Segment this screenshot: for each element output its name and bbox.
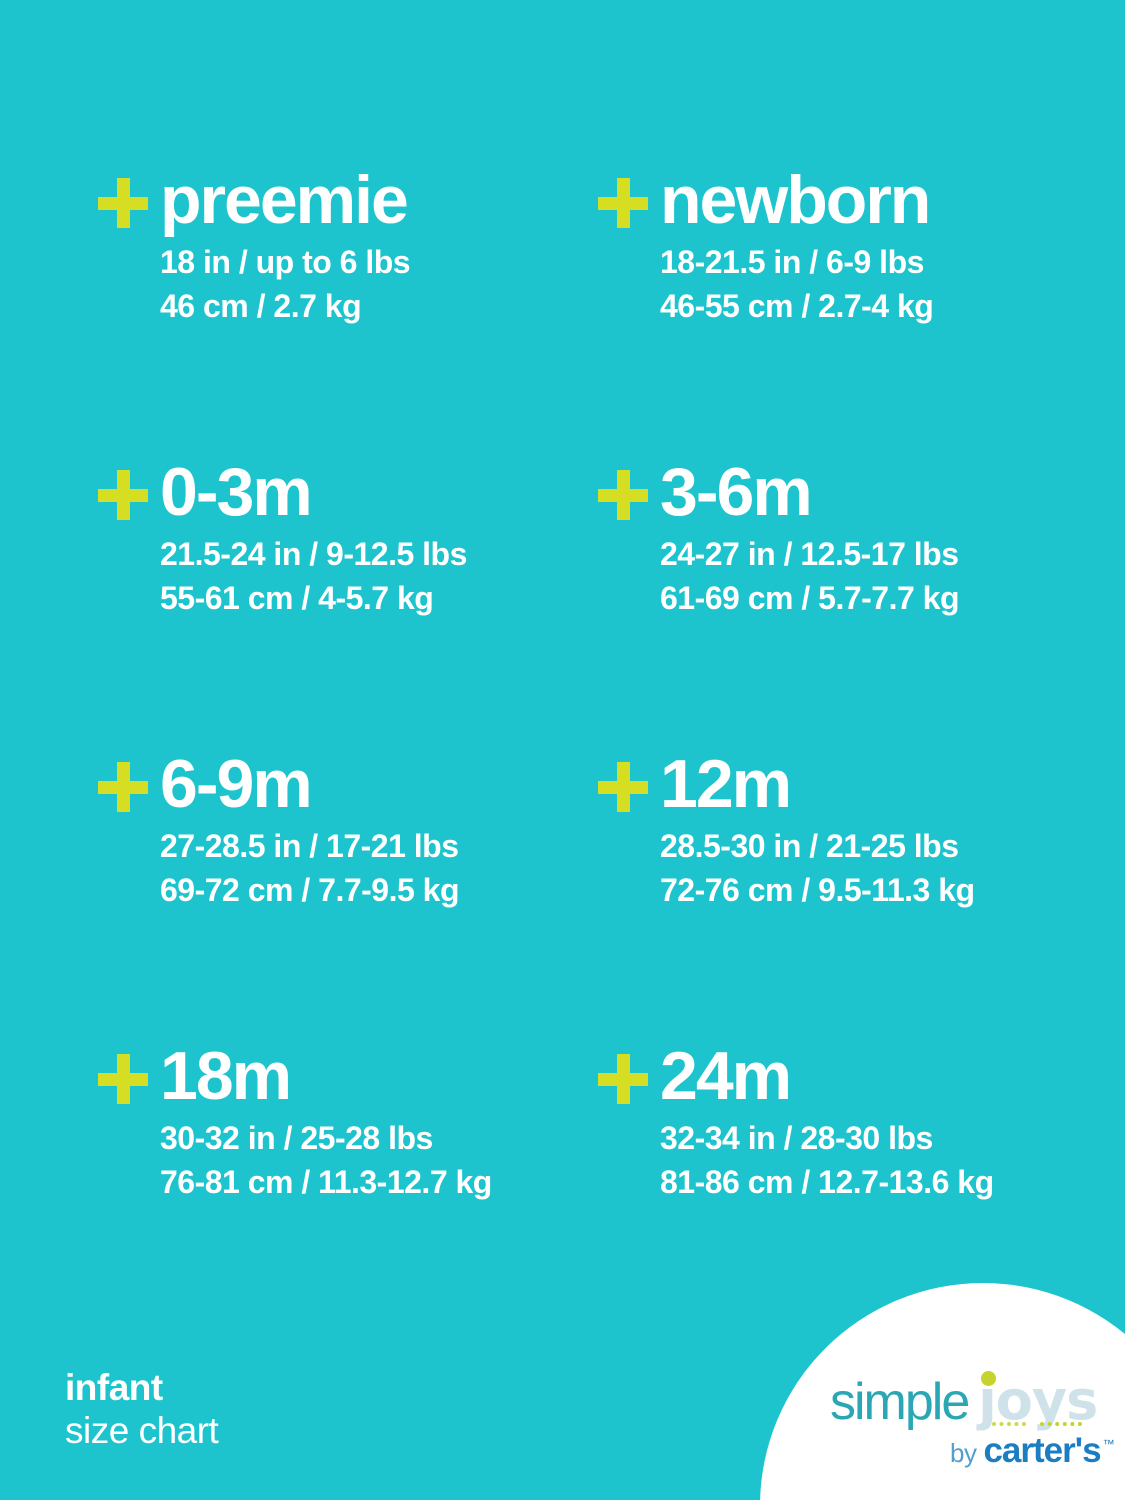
size-label: 12m <box>660 746 792 822</box>
size-detail-metric: 72-76 cm / 9.5-11.3 kg <box>660 872 975 908</box>
size-detail-imperial: 28.5-30 in / 21-25 lbs <box>660 828 959 864</box>
size-label: 6-9m <box>160 746 313 822</box>
size-entry-text: preemie 18 in / up to 6 lbs 46 cm / 2.7 … <box>160 162 411 328</box>
logo-word-carters: carter's <box>983 1431 1101 1470</box>
logo-word-joys-wrap: ȷoys <box>978 1369 1098 1432</box>
brand-logo-wordmark: simple ȷoys <box>830 1369 1098 1432</box>
size-entry-text: 18m 30-32 in / 25-28 lbs 76-81 cm / 11.3… <box>160 1038 492 1204</box>
plus-icon <box>98 1054 148 1104</box>
plus-icon <box>598 1054 648 1104</box>
size-entry-text: 12m 28.5-30 in / 21-25 lbs 72-76 cm / 9.… <box>660 746 975 912</box>
chart-title-line1: infant <box>65 1367 163 1408</box>
trademark-symbol: ™ <box>1102 1437 1115 1451</box>
size-entry-text: 6-9m 27-28.5 in / 17-21 lbs 69-72 cm / 7… <box>160 746 460 912</box>
size-label: 18m <box>160 1038 292 1114</box>
logo-word-joys: ȷoys <box>978 1369 1098 1432</box>
size-entry-3-6m: 3-6m 24-27 in / 12.5-17 lbs 61-69 cm / 5… <box>598 454 1125 752</box>
size-entry-12m: 12m 28.5-30 in / 21-25 lbs 72-76 cm / 9.… <box>598 746 1125 1044</box>
j-dot-icon <box>981 1371 997 1386</box>
size-grid: preemie 18 in / up to 6 lbs 46 cm / 2.7 … <box>98 162 1125 1336</box>
plus-icon <box>98 470 148 520</box>
plus-icon <box>98 762 148 812</box>
size-entry-18m: 18m 30-32 in / 25-28 lbs 76-81 cm / 11.3… <box>98 1038 598 1336</box>
size-label: 24m <box>660 1038 792 1114</box>
size-label: newborn <box>660 162 931 238</box>
logo-word-simple: simple <box>830 1373 970 1431</box>
size-detail-metric: 46 cm / 2.7 kg <box>160 288 362 324</box>
plus-icon <box>98 178 148 228</box>
size-detail-metric: 81-86 cm / 12.7-13.6 kg <box>660 1164 994 1200</box>
size-detail-metric: 46-55 cm / 2.7-4 kg <box>660 288 934 324</box>
size-detail-imperial: 27-28.5 in / 17-21 lbs <box>160 828 459 864</box>
size-detail-imperial: 21.5-24 in / 9-12.5 lbs <box>160 536 467 572</box>
size-detail-imperial: 18 in / up to 6 lbs <box>160 244 411 280</box>
size-label: 0-3m <box>160 454 313 530</box>
size-label: 3-6m <box>660 454 813 530</box>
size-detail-metric: 55-61 cm / 4-5.7 kg <box>160 580 434 616</box>
size-entry-text: 24m 32-34 in / 28-30 lbs 81-86 cm / 12.7… <box>660 1038 994 1204</box>
size-entry-6-9m: 6-9m 27-28.5 in / 17-21 lbs 69-72 cm / 7… <box>98 746 598 1044</box>
size-entry-24m: 24m 32-34 in / 28-30 lbs 81-86 cm / 12.7… <box>598 1038 1125 1336</box>
size-entry-text: newborn 18-21.5 in / 6-9 lbs 46-55 cm / … <box>660 162 934 328</box>
dotted-underline-icon <box>1040 1422 1083 1426</box>
size-detail-imperial: 32-34 in / 28-30 lbs <box>660 1120 933 1156</box>
size-detail-metric: 69-72 cm / 7.7-9.5 kg <box>160 872 460 908</box>
size-entry-0-3m: 0-3m 21.5-24 in / 9-12.5 lbs 55-61 cm / … <box>98 454 598 752</box>
size-entry-preemie: preemie 18 in / up to 6 lbs 46 cm / 2.7 … <box>98 162 598 460</box>
size-detail-imperial: 30-32 in / 25-28 lbs <box>160 1120 433 1156</box>
logo-word-by: by <box>950 1438 977 1468</box>
size-detail-imperial: 18-21.5 in / 6-9 lbs <box>660 244 924 280</box>
plus-icon <box>598 762 648 812</box>
size-detail-metric: 61-69 cm / 5.7-7.7 kg <box>660 580 960 616</box>
dotted-underline-icon <box>992 1422 1027 1426</box>
size-entry-newborn: newborn 18-21.5 in / 6-9 lbs 46-55 cm / … <box>598 162 1125 460</box>
chart-title-line2: size chart <box>65 1410 219 1451</box>
plus-icon <box>598 178 648 228</box>
brand-logo-byline: by carter's ™ <box>950 1431 1115 1471</box>
size-entry-text: 3-6m 24-27 in / 12.5-17 lbs 61-69 cm / 5… <box>660 454 960 620</box>
size-label: preemie <box>160 162 409 238</box>
plus-icon <box>598 470 648 520</box>
size-entry-text: 0-3m 21.5-24 in / 9-12.5 lbs 55-61 cm / … <box>160 454 467 620</box>
size-detail-imperial: 24-27 in / 12.5-17 lbs <box>660 536 959 572</box>
size-detail-metric: 76-81 cm / 11.3-12.7 kg <box>160 1164 492 1200</box>
chart-title: infant size chart <box>65 1366 219 1452</box>
